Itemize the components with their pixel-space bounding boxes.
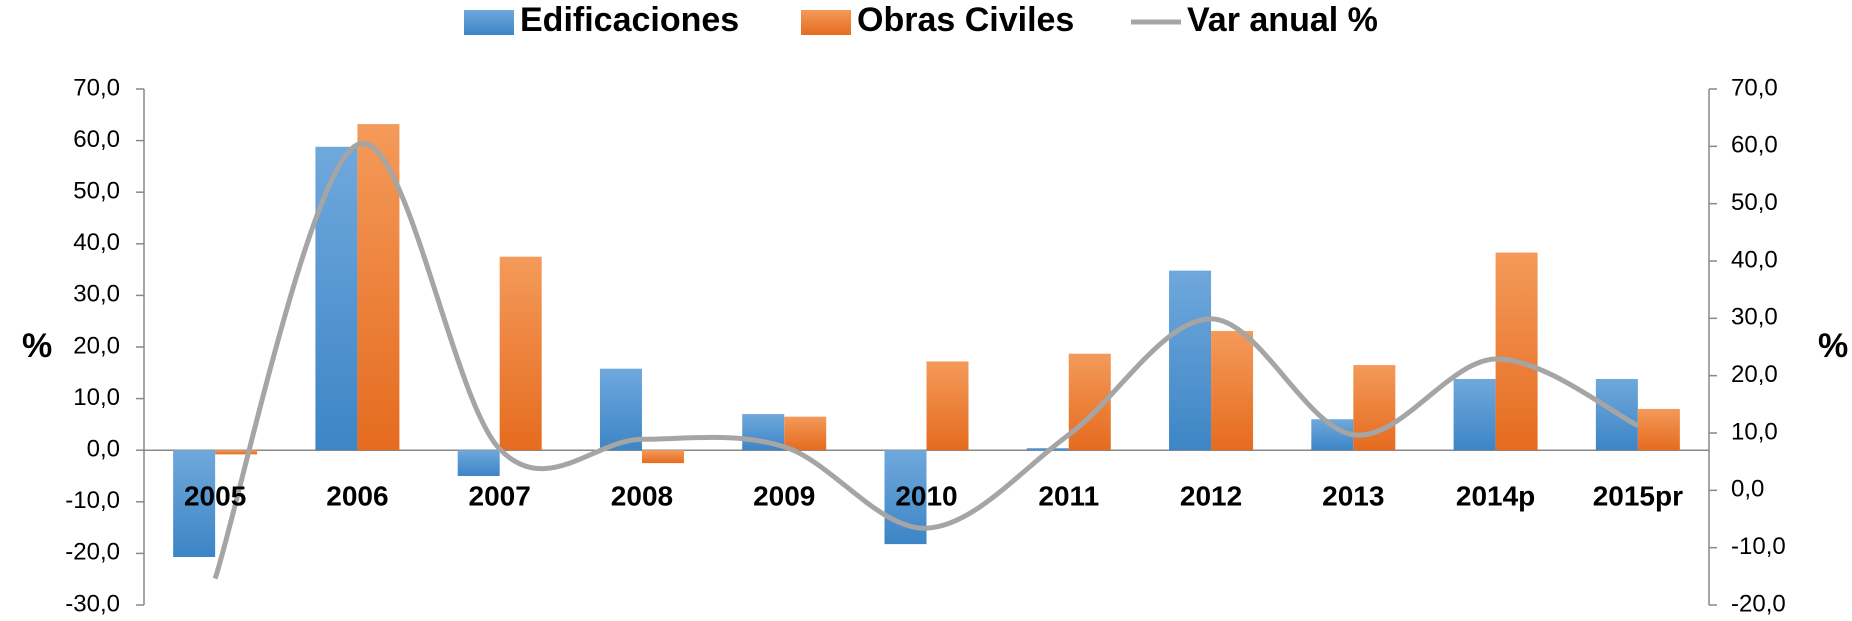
y2-tick-label: 10,0 — [1731, 418, 1778, 445]
y-axis-label: % — [22, 327, 52, 365]
bar — [315, 146, 358, 451]
y-tick-label: 10,0 — [73, 384, 120, 411]
y2-tick-label: 50,0 — [1731, 189, 1778, 216]
bar — [1453, 378, 1496, 451]
x-tick-label: 2006 — [326, 480, 388, 511]
x-tick-label: 2007 — [469, 480, 531, 511]
x-tick-label: 2008 — [611, 480, 673, 511]
legend-label: Var anual % — [1187, 1, 1378, 39]
y-tick-label: 60,0 — [73, 126, 120, 153]
bar — [641, 450, 684, 464]
bar — [173, 450, 216, 558]
y2-tick-label: 70,0 — [1731, 74, 1778, 101]
y2-tick-label: -20,0 — [1731, 590, 1786, 617]
y2-tick-label: 0,0 — [1731, 476, 1764, 503]
y2-tick-label: 60,0 — [1731, 132, 1778, 159]
legend-label: Edificaciones — [520, 1, 739, 39]
y-tick-label: -10,0 — [65, 487, 120, 514]
y2-tick-label: -10,0 — [1731, 533, 1786, 560]
x-tick-label: 2009 — [753, 480, 815, 511]
y-tick-label: 50,0 — [73, 178, 120, 205]
bar — [457, 450, 500, 476]
y-tick-label: 20,0 — [73, 332, 120, 359]
legend-swatch — [801, 10, 851, 35]
x-tick-label: 2010 — [895, 480, 957, 511]
y2-tick-label: 40,0 — [1731, 246, 1778, 273]
bar — [499, 256, 542, 451]
line — [212, 141, 1639, 580]
bar — [784, 416, 827, 451]
bar — [1637, 408, 1680, 451]
bar — [1495, 252, 1538, 451]
x-tick-label: 2015pr — [1593, 480, 1683, 511]
bar — [599, 368, 642, 451]
bar — [1211, 331, 1254, 451]
x-tick-label: 2013 — [1322, 480, 1384, 511]
y-tick-label: -30,0 — [65, 590, 120, 617]
x-tick-label: 2005 — [184, 480, 246, 511]
legend-swatch — [464, 10, 514, 35]
x-tick-label: 2014p — [1456, 480, 1535, 511]
y2-tick-label: 30,0 — [1731, 304, 1778, 331]
x-tick-label: 2012 — [1180, 480, 1242, 511]
bar — [1169, 270, 1212, 451]
y-tick-label: 30,0 — [73, 281, 120, 308]
y-tick-label: -20,0 — [65, 539, 120, 566]
legend-label: Obras Civiles — [857, 1, 1074, 39]
y2-axis-label: % — [1818, 327, 1848, 365]
y2-tick-label: 20,0 — [1731, 361, 1778, 388]
y-tick-label: 70,0 — [73, 74, 120, 101]
y-tick-label: 40,0 — [73, 229, 120, 256]
y-tick-label: 0,0 — [87, 436, 120, 463]
bar — [215, 450, 258, 455]
x-tick-label: 2011 — [1038, 480, 1099, 511]
bar — [926, 361, 969, 451]
